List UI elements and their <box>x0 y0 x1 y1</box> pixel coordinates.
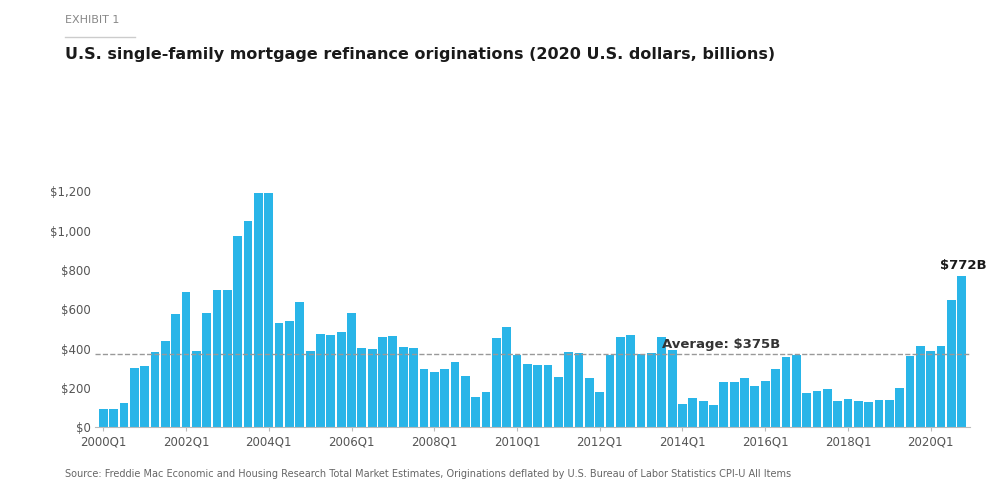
Bar <box>926 351 935 427</box>
Bar <box>502 327 511 427</box>
Bar <box>544 365 552 427</box>
Bar <box>813 391 821 427</box>
Bar <box>957 275 966 427</box>
Bar <box>171 314 180 427</box>
Bar <box>295 302 304 427</box>
Bar <box>264 193 273 427</box>
Bar <box>337 332 346 427</box>
Bar <box>916 346 925 427</box>
Bar <box>823 389 832 427</box>
Bar <box>151 352 159 427</box>
Text: Source: Freddie Mac Economic and Housing Research Total Market Estimates, Origin: Source: Freddie Mac Economic and Housing… <box>65 469 791 479</box>
Bar <box>388 336 397 427</box>
Bar <box>316 334 325 427</box>
Bar <box>378 337 387 427</box>
Bar <box>668 350 677 427</box>
Bar <box>761 381 770 427</box>
Bar <box>326 335 335 427</box>
Bar <box>626 335 635 427</box>
Bar <box>513 355 521 427</box>
Bar <box>420 369 428 427</box>
Bar <box>792 355 801 427</box>
Bar <box>771 369 780 427</box>
Bar <box>347 313 356 427</box>
Bar <box>937 346 945 427</box>
Bar <box>482 392 490 427</box>
Bar <box>740 378 749 427</box>
Bar <box>606 355 614 427</box>
Bar <box>120 403 128 427</box>
Bar <box>895 388 904 427</box>
Bar <box>554 377 563 427</box>
Bar <box>595 392 604 427</box>
Bar <box>709 405 718 427</box>
Bar <box>140 366 149 427</box>
Bar <box>637 354 645 427</box>
Bar <box>678 404 687 427</box>
Bar <box>688 398 697 427</box>
Bar <box>109 409 118 427</box>
Bar <box>657 337 666 427</box>
Bar <box>357 348 366 427</box>
Bar <box>750 386 759 427</box>
Bar <box>368 349 377 427</box>
Bar <box>523 364 532 427</box>
Bar <box>782 357 790 427</box>
Bar <box>833 401 842 427</box>
Bar <box>844 399 852 427</box>
Bar <box>564 352 573 427</box>
Bar <box>575 353 583 427</box>
Bar <box>285 321 294 427</box>
Bar <box>254 193 263 427</box>
Bar <box>306 351 315 427</box>
Bar <box>616 337 625 427</box>
Bar <box>192 351 201 427</box>
Bar <box>906 356 914 427</box>
Bar <box>233 236 242 427</box>
Bar <box>585 378 594 427</box>
Bar <box>451 362 459 427</box>
Bar <box>730 382 739 427</box>
Text: Average: $375B: Average: $375B <box>662 338 780 351</box>
Bar <box>699 401 708 427</box>
Bar <box>161 341 170 427</box>
Bar <box>275 323 283 427</box>
Bar <box>202 313 211 427</box>
Bar <box>885 400 894 427</box>
Bar <box>875 400 883 427</box>
Bar <box>854 401 863 427</box>
Bar <box>864 402 873 427</box>
Bar <box>223 290 232 427</box>
Text: EXHIBIT 1: EXHIBIT 1 <box>65 15 119 25</box>
Bar <box>130 368 139 427</box>
Bar <box>99 409 108 427</box>
Bar <box>182 292 190 427</box>
Bar <box>492 338 501 427</box>
Bar <box>719 382 728 427</box>
Bar <box>440 369 449 427</box>
Bar <box>471 397 480 427</box>
Bar <box>802 393 811 427</box>
Bar <box>244 221 252 427</box>
Bar <box>399 347 408 427</box>
Bar <box>430 372 439 427</box>
Bar <box>461 376 470 427</box>
Bar <box>947 300 956 427</box>
Text: $772B: $772B <box>940 259 987 272</box>
Bar <box>409 348 418 427</box>
Text: U.S. single-family mortgage refinance originations (2020 U.S. dollars, billions): U.S. single-family mortgage refinance or… <box>65 47 775 62</box>
Bar <box>533 365 542 427</box>
Bar <box>213 290 221 427</box>
Bar <box>647 353 656 427</box>
